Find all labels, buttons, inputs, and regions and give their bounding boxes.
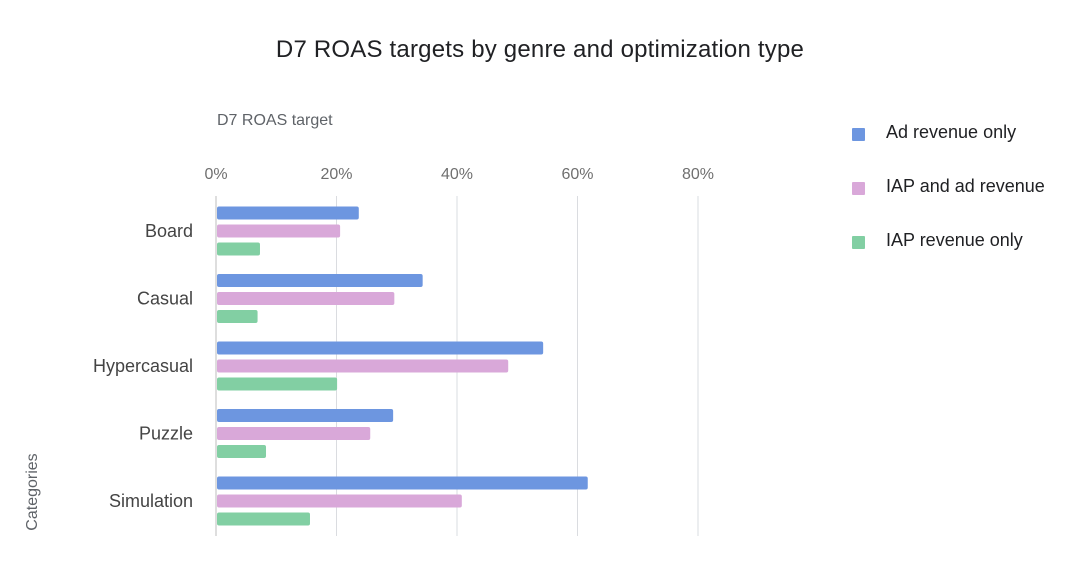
x-tick-label: 80% <box>682 166 714 183</box>
legend-swatch <box>852 236 865 249</box>
bar <box>217 512 310 526</box>
x-tick-label: 20% <box>320 166 352 183</box>
bar <box>217 409 394 422</box>
bar <box>217 476 588 490</box>
bar <box>217 242 260 256</box>
legend-label: Ad revenue only <box>886 122 1017 142</box>
chart-title: D7 ROAS targets by genre and optimizatio… <box>275 36 805 63</box>
bar <box>217 224 341 238</box>
legend-swatch <box>852 128 865 141</box>
category-label: Simulation <box>109 491 193 511</box>
bar <box>217 359 509 373</box>
bar <box>217 445 267 458</box>
bar <box>217 494 462 508</box>
x-tick-labels: 0% 20% 40% 60% 80% <box>204 166 714 183</box>
bar <box>217 427 371 440</box>
bar <box>217 377 338 391</box>
category-label: Hypercasual <box>93 356 193 376</box>
x-axis-title: D7 ROAS target <box>217 112 333 129</box>
legend-swatch <box>852 182 865 195</box>
legend-label: IAP revenue only <box>886 230 1023 250</box>
x-tick-label: 40% <box>441 166 473 183</box>
category-label: Board <box>145 221 193 241</box>
x-tick-label: 0% <box>204 166 227 183</box>
bars <box>217 206 588 526</box>
x-tick-label: 60% <box>561 166 593 183</box>
legend-label: IAP and ad revenue <box>886 176 1045 196</box>
category-label: Puzzle <box>139 424 193 444</box>
category-label: Casual <box>137 289 193 309</box>
bar <box>217 341 544 355</box>
bar <box>217 310 258 323</box>
bar <box>217 292 395 305</box>
bar <box>217 274 423 287</box>
category-labels: Board Casual Hypercasual Puzzle Simulation <box>93 221 193 511</box>
bar <box>217 206 359 220</box>
